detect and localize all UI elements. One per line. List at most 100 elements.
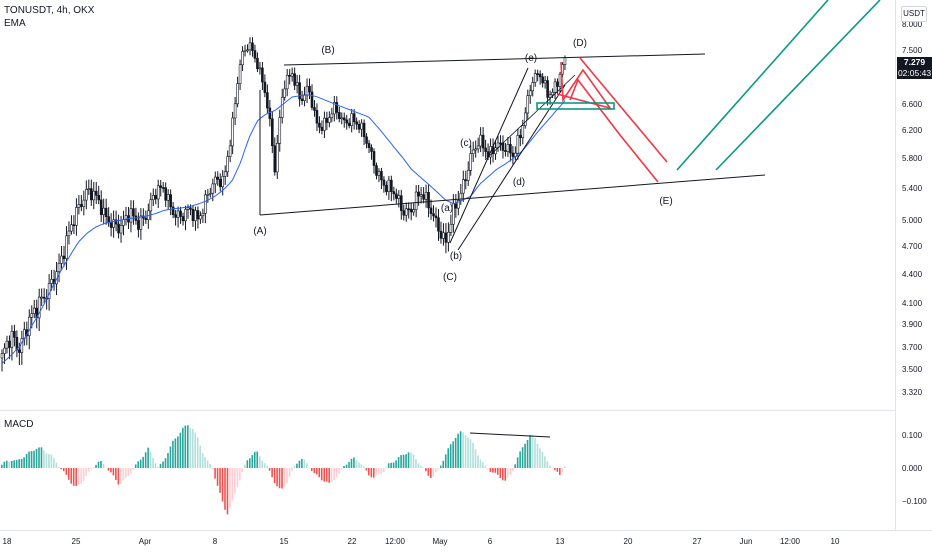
macd-bar[interactable] <box>206 460 209 468</box>
candle-body[interactable] <box>511 152 515 157</box>
candle-body[interactable] <box>352 113 356 123</box>
candle-body[interactable] <box>184 209 187 222</box>
macd-bar[interactable] <box>313 468 316 473</box>
candle-body[interactable] <box>124 215 128 220</box>
candle-body[interactable] <box>375 165 378 176</box>
candle-body[interactable] <box>228 145 232 157</box>
macd-bar[interactable] <box>325 468 328 482</box>
candle-body[interactable] <box>323 117 326 131</box>
macd-bar[interactable] <box>137 461 139 468</box>
wave-label[interactable]: (b) <box>450 251 462 262</box>
macd-bar[interactable] <box>459 431 462 468</box>
macd-bar[interactable] <box>152 458 154 468</box>
macd-bar[interactable] <box>311 468 313 472</box>
macd-bar[interactable] <box>308 467 311 469</box>
candle-body[interactable] <box>129 208 133 223</box>
candle-body[interactable] <box>305 86 309 96</box>
macd-bar[interactable] <box>306 463 308 468</box>
macd-bar[interactable] <box>115 468 117 481</box>
macd-bar[interactable] <box>224 468 226 510</box>
candle-body[interactable] <box>424 191 428 200</box>
macd-bar[interactable] <box>169 446 172 468</box>
macd-bar[interactable] <box>266 465 268 468</box>
candle-body[interactable] <box>481 134 485 149</box>
candle-body[interactable] <box>132 208 135 217</box>
macd-bar[interactable] <box>3 461 6 468</box>
macd-bar[interactable] <box>127 468 130 477</box>
wave-label[interactable]: (e) <box>525 53 537 64</box>
macd-bar[interactable] <box>534 437 536 468</box>
candle-body[interactable] <box>47 283 51 299</box>
candle-body[interactable] <box>333 102 336 115</box>
candle-body[interactable] <box>40 296 43 299</box>
macd-bar[interactable] <box>189 428 192 468</box>
candle-body[interactable] <box>442 232 445 239</box>
candle-body[interactable] <box>419 194 423 197</box>
candle-body[interactable] <box>0 353 4 359</box>
macd-bar[interactable] <box>457 433 459 468</box>
candle-body[interactable] <box>246 49 249 52</box>
candle-body[interactable] <box>390 179 393 192</box>
macd-bar[interactable] <box>387 463 390 468</box>
macd-bar[interactable] <box>58 467 60 468</box>
macd-bar[interactable] <box>97 461 100 468</box>
candle-body[interactable] <box>186 207 190 210</box>
wave-label[interactable]: (A) <box>253 226 266 237</box>
macd-bar[interactable] <box>221 468 224 502</box>
macd-bar[interactable] <box>469 439 472 468</box>
candle-body[interactable] <box>97 195 101 201</box>
candle-body[interactable] <box>437 217 440 232</box>
candle-body[interactable] <box>13 330 16 338</box>
macd-bar[interactable] <box>541 451 544 468</box>
candle-body[interactable] <box>461 179 465 194</box>
macd-bar[interactable] <box>539 448 541 468</box>
candle-body[interactable] <box>85 189 88 201</box>
macd-bar[interactable] <box>142 456 144 468</box>
macd-bar[interactable] <box>303 459 306 468</box>
macd-bar[interactable] <box>144 452 147 468</box>
macd-bar[interactable] <box>132 468 135 470</box>
macd-bar[interactable] <box>253 451 256 468</box>
macd-bar[interactable] <box>464 435 467 468</box>
candle-body[interactable] <box>457 200 460 209</box>
macd-bar[interactable] <box>452 441 454 468</box>
wave-label[interactable]: (c) <box>460 138 472 149</box>
candle-body[interactable] <box>340 117 344 120</box>
wave-label[interactable]: (E) <box>659 196 672 207</box>
candle-body[interactable] <box>226 156 229 173</box>
candle-body[interactable] <box>395 193 398 199</box>
wave-label[interactable]: (C) <box>443 272 457 283</box>
macd-bar[interactable] <box>234 468 236 494</box>
candle-body[interactable] <box>546 80 549 98</box>
candle-body[interactable] <box>233 103 237 119</box>
candle-body[interactable] <box>466 170 470 181</box>
projection-red-upper[interactable] <box>579 57 668 163</box>
macd-bar[interactable] <box>442 460 445 468</box>
macd-bar[interactable] <box>276 468 278 487</box>
projection-green-2[interactable] <box>715 0 881 171</box>
macd-bar[interactable] <box>355 460 358 468</box>
candle-body[interactable] <box>447 232 450 243</box>
candle-body[interactable] <box>104 207 108 217</box>
candle-body[interactable] <box>350 113 353 126</box>
macd-bar[interactable] <box>554 468 556 471</box>
macd-bar[interactable] <box>268 468 271 471</box>
macd-bar[interactable] <box>55 462 58 468</box>
macd-bar[interactable] <box>90 468 92 470</box>
macd-bar[interactable] <box>20 459 23 468</box>
macd-bar[interactable] <box>499 468 502 479</box>
macd-bar[interactable] <box>38 447 40 468</box>
macd-bar[interactable] <box>87 468 90 472</box>
macd-bar[interactable] <box>529 435 531 468</box>
macd-bar[interactable] <box>345 464 348 468</box>
macd-bar[interactable] <box>77 468 80 485</box>
candle-body[interactable] <box>377 171 381 176</box>
candle-body[interactable] <box>65 235 68 260</box>
macd-bar[interactable] <box>504 468 507 481</box>
macd-bar[interactable] <box>25 454 28 468</box>
candle-body[interactable] <box>137 220 140 230</box>
macd-bar[interactable] <box>427 468 430 476</box>
candle-body[interactable] <box>365 136 368 144</box>
candle-body[interactable] <box>397 195 401 199</box>
macd-bar[interactable] <box>405 454 407 468</box>
